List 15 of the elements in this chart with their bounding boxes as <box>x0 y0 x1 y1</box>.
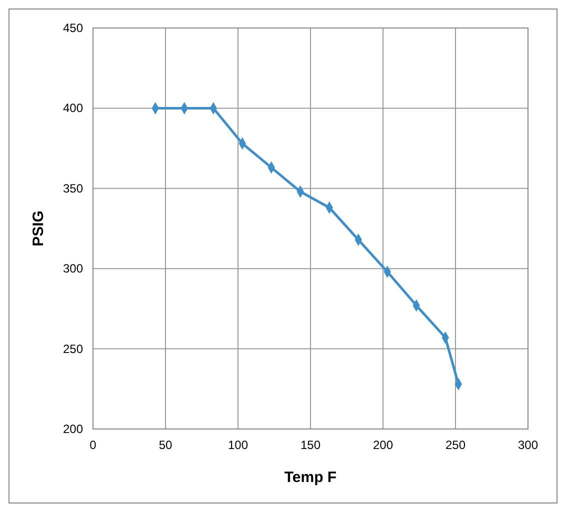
x-tick-label: 150 <box>300 438 321 452</box>
y-tick-label: 450 <box>62 21 84 35</box>
y-tick-label: 350 <box>62 181 84 196</box>
x-axis-title: Temp F <box>284 469 337 486</box>
x-tick-label: 200 <box>372 438 394 452</box>
y-tick-label: 300 <box>62 262 84 276</box>
x-tick-label: 100 <box>228 438 248 452</box>
y-axis-title: PSIG <box>30 210 47 246</box>
x-tick-label: 50 <box>158 438 172 452</box>
y-tick-label: 200 <box>62 422 84 436</box>
y-tick-label: 400 <box>62 101 84 116</box>
x-tick-label: 250 <box>445 438 466 452</box>
x-tick-label: 0 <box>90 438 97 452</box>
x-tick-label: 300 <box>518 438 538 452</box>
y-tick-label: 250 <box>62 342 84 356</box>
